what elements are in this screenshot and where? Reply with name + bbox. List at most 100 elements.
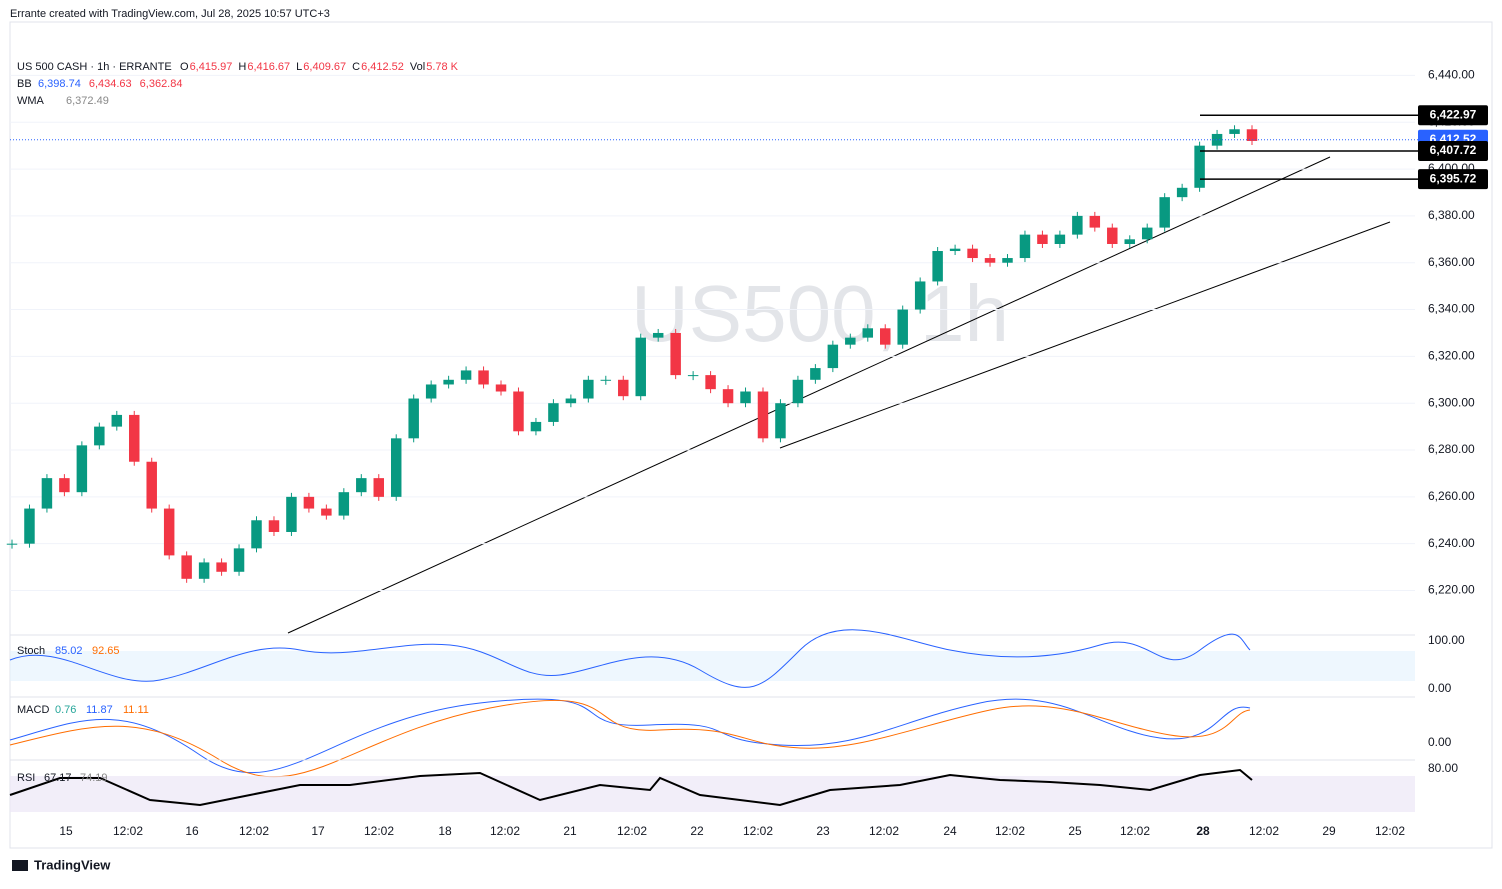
y-tick-label: 6,320.00 (1428, 349, 1475, 363)
y-tick-label: 6,360.00 (1428, 255, 1475, 269)
candle (76, 445, 88, 493)
candle (198, 562, 210, 579)
x-tick-label: 23 (816, 824, 830, 838)
candle (356, 478, 367, 493)
candle (1229, 129, 1240, 134)
price-tag (1418, 105, 1488, 126)
candle (670, 332, 681, 376)
candle (1211, 133, 1223, 146)
wma-label: WMA (17, 95, 45, 107)
candle (286, 496, 297, 532)
x-tick-label: 21 (563, 824, 577, 838)
trend-line (287, 156, 1331, 634)
ohlc-label: H (238, 61, 246, 73)
macd-value: 11.11 (123, 704, 149, 716)
x-tick-label: 16 (185, 824, 199, 838)
candle (233, 548, 245, 572)
ohlc-value: 6,415.97 (190, 61, 233, 73)
candle (24, 508, 35, 544)
x-tick-label: 12:02 (490, 824, 520, 838)
candle (1072, 215, 1083, 235)
candle (460, 370, 472, 380)
x-tick-label: 12:02 (364, 824, 394, 838)
rsi-line (9, 768, 1253, 807)
macd-signal (9, 699, 1251, 778)
bb-value: 6,398.74 (38, 78, 81, 90)
rsi-tick: 80.00 (1428, 761, 1458, 775)
candle (652, 332, 664, 338)
candle (635, 337, 646, 397)
ohlc-label: O (180, 61, 189, 73)
candle (1089, 215, 1101, 228)
candle (129, 414, 140, 462)
candle (687, 375, 699, 377)
ohlc-value: 6,409.67 (303, 61, 346, 73)
candle (146, 461, 157, 509)
brand-logo (12, 860, 28, 871)
candle (1002, 258, 1013, 263)
candle (41, 478, 53, 509)
x-tick-label: 22 (690, 824, 704, 838)
candle (618, 379, 629, 397)
candle (967, 248, 978, 259)
candle (163, 508, 175, 556)
candle (321, 508, 332, 516)
rsi-band (10, 776, 1415, 812)
candle (1107, 227, 1118, 244)
watermark: US500, 1h (631, 269, 1009, 358)
candle (757, 391, 769, 439)
bb-value: 6,434.63 (89, 78, 132, 90)
macd-value: 0.76 (55, 704, 76, 716)
candle (705, 375, 716, 390)
symbol: US 500 CASH · 1h · ERRANTE (17, 61, 172, 73)
macd-value: 11.87 (86, 704, 113, 716)
stoch-band (10, 651, 1415, 681)
candle (880, 328, 891, 345)
candle (59, 478, 70, 493)
x-tick-label: 28 (1196, 824, 1210, 838)
ohlc-label: Vol (410, 61, 425, 73)
candle (792, 379, 804, 404)
y-tick-label: 6,380.00 (1428, 208, 1475, 222)
candle (425, 384, 437, 399)
rsi-value: 67.17 (44, 772, 72, 784)
candle (390, 438, 402, 497)
price-tag-label: 6,422.97 (1430, 107, 1477, 121)
x-tick-label: 12:02 (1375, 824, 1405, 838)
candle (827, 344, 839, 369)
y-tick-label: 6,340.00 (1428, 302, 1475, 316)
y-tick-label: 6,300.00 (1428, 395, 1475, 409)
x-tick-label: 29 (1322, 824, 1336, 838)
wma-value: 6,372.49 (66, 95, 109, 107)
y-tick-label: 6,240.00 (1428, 536, 1475, 550)
stoch-line (9, 629, 1251, 688)
price-tag (1418, 140, 1488, 161)
price-tag-label: 6,407.72 (1430, 143, 1477, 157)
ohlc-value: 5.78 K (426, 61, 458, 73)
y-tick-label: 6,260.00 (1428, 489, 1475, 503)
candle (548, 403, 559, 422)
candle (1124, 239, 1135, 244)
x-tick-label: 18 (438, 824, 452, 838)
ohlc-label: C (352, 61, 360, 73)
candle (722, 389, 734, 404)
x-tick-label: 12:02 (113, 824, 143, 838)
bb-value: 6,362.84 (140, 78, 183, 90)
x-tick-label: 25 (1068, 824, 1082, 838)
candle (6, 543, 18, 545)
candle (495, 384, 507, 392)
candle (1246, 129, 1258, 141)
candle (94, 426, 105, 446)
y-tick-label: 6,220.00 (1428, 583, 1475, 597)
candle (251, 520, 262, 549)
candle (897, 309, 908, 345)
brand: TradingView (34, 857, 111, 872)
candle (478, 370, 489, 385)
rsi-value: 74.19 (80, 772, 108, 784)
x-tick-label: 12:02 (995, 824, 1025, 838)
credit: Errante created with TradingView.com, Ju… (10, 8, 330, 20)
ohlc-value: 6,416.67 (247, 61, 290, 73)
stoch-value: 92.65 (92, 645, 120, 657)
